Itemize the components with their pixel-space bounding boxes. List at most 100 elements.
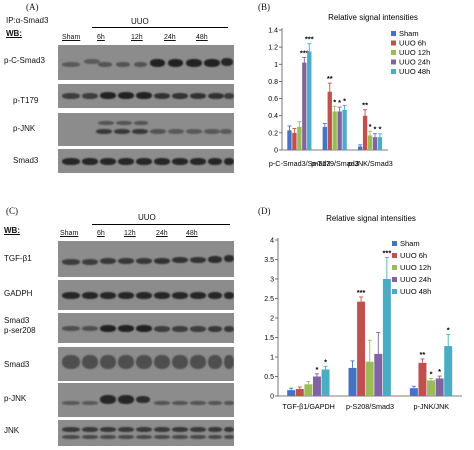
blot-band <box>62 158 80 165</box>
blot-band <box>62 62 80 67</box>
blot-band <box>208 401 222 405</box>
blot-band <box>224 93 234 99</box>
blot-band <box>154 435 170 439</box>
significance-mark: * <box>369 122 372 131</box>
panel-a-row-label-p-t179: p-T179 <box>13 96 39 105</box>
bar <box>372 137 378 150</box>
significance-mark: ** <box>420 350 426 359</box>
blot-band <box>82 93 98 99</box>
blot-band <box>118 435 134 439</box>
panel-a-wb-label: WB: <box>6 29 22 38</box>
blot-band <box>172 326 188 332</box>
y-tick-label: 3 <box>270 277 274 284</box>
blot-band <box>100 258 116 264</box>
blot-c-smad3-p-ser208 <box>58 313 234 343</box>
blot-band <box>208 355 222 369</box>
blot-band <box>168 129 184 134</box>
bar <box>332 111 337 150</box>
significance-mark: * <box>324 357 327 366</box>
x-category-label: TGF-β1/GAPDH <box>282 402 334 411</box>
panel-a-uuo-bracket <box>92 27 228 28</box>
blot-band <box>136 325 152 332</box>
blot-band <box>62 355 80 369</box>
blot-band <box>208 93 224 99</box>
blot-band <box>190 355 206 369</box>
blot-band <box>208 256 222 263</box>
panel-a-row-label-p-jnk: p-JNK <box>13 124 36 133</box>
blot-band <box>208 292 222 299</box>
legend-label: UUO 48h <box>400 287 431 296</box>
bar <box>357 301 366 396</box>
blot-band <box>136 292 152 299</box>
blot-band <box>136 396 150 403</box>
y-tick-label: 1 <box>274 62 278 69</box>
blot-band <box>100 292 116 299</box>
panel-a-lane-sham: Sham <box>62 34 81 41</box>
blot-band <box>224 355 234 369</box>
blot-band <box>220 129 232 134</box>
blot-band <box>114 129 130 134</box>
panel-c-uuo-header: UUO <box>138 213 156 222</box>
blot-band <box>154 258 170 264</box>
blot-band <box>116 62 130 67</box>
bar <box>297 126 302 150</box>
bar <box>357 146 363 150</box>
blot-band <box>190 427 206 432</box>
y-tick-label: 1 <box>270 355 274 362</box>
bar <box>427 380 436 396</box>
blot-band <box>224 255 234 262</box>
blot-band <box>100 427 116 432</box>
significance-mark: ** <box>327 74 333 83</box>
blot-band <box>96 129 112 134</box>
panel-d-letter: (D) <box>258 206 271 216</box>
panel-c-wb-label: WB: <box>4 226 20 235</box>
blot-band <box>204 59 220 67</box>
blot-band <box>154 326 170 332</box>
panel-c-lane-6h: 6h <box>97 230 105 237</box>
legend-label: UUO 48h <box>399 67 430 76</box>
blot-band <box>172 427 188 432</box>
legend-label: UUO 24h <box>399 58 430 67</box>
legend-label: UUO 12h <box>400 263 431 272</box>
bar <box>322 126 327 150</box>
blot-band <box>190 158 206 165</box>
blot-band <box>190 401 206 405</box>
significance-mark: *** <box>382 249 391 258</box>
bar <box>444 346 453 396</box>
blot-band <box>100 435 116 439</box>
blot-band <box>154 93 170 99</box>
x-category-label: p-JNK/JNK <box>414 402 450 411</box>
y-tick-label: 1.5 <box>264 335 274 342</box>
blot-band <box>62 401 80 405</box>
blot-band <box>224 435 234 439</box>
blot-band <box>62 93 80 99</box>
blot-band <box>98 121 114 125</box>
legend-swatch <box>391 59 396 65</box>
blot-band <box>150 129 166 134</box>
legend-swatch <box>391 50 396 55</box>
x-category-label: p-T179/Smad3 <box>311 159 359 168</box>
blot-band <box>82 292 98 299</box>
bar <box>367 135 373 150</box>
significance-mark: * <box>430 369 433 378</box>
bar <box>382 279 391 396</box>
blot-band <box>224 158 234 165</box>
bar <box>435 378 444 396</box>
blot-band <box>172 257 188 263</box>
blot-band <box>186 59 202 67</box>
blot-band <box>224 401 234 405</box>
blot-band <box>134 121 148 125</box>
blot-band <box>190 435 206 439</box>
significance-mark: * <box>338 98 341 107</box>
blot-band <box>172 93 188 99</box>
blot-a-smad3 <box>58 149 234 173</box>
panel-a-lane-6h: 6h <box>97 34 105 41</box>
bar <box>307 51 312 150</box>
blot-band <box>118 427 134 432</box>
legend-swatch <box>392 265 397 270</box>
blot-band <box>118 355 134 369</box>
blot-band <box>84 59 100 64</box>
chart-title: Relative signal intensities <box>326 214 416 223</box>
bar <box>409 388 418 396</box>
panel-c-row-label-p-jnk: p-JNK <box>4 394 27 403</box>
